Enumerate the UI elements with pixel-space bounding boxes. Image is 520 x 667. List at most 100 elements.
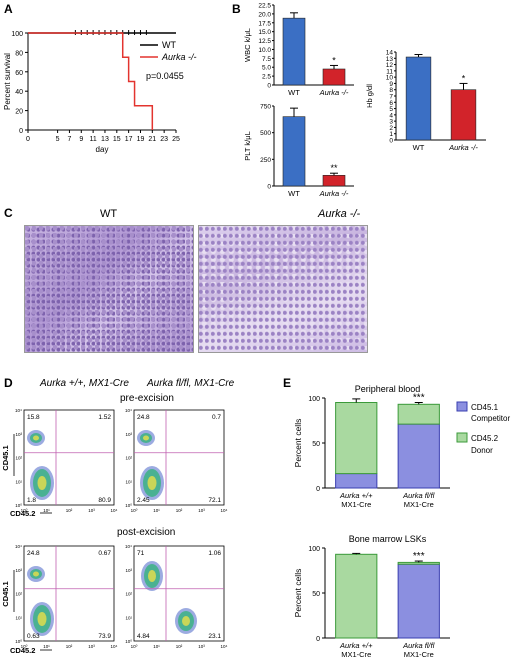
panel-letter-d: D — [4, 376, 13, 390]
y-tick-label: 10³ — [15, 568, 22, 573]
quadrant-bottom-left: 2.45 — [137, 497, 150, 504]
flow-pre-label: pre-excision — [120, 393, 174, 404]
quadrant-top-left: 71 — [137, 550, 145, 557]
y-tick-label: 10² — [125, 592, 132, 597]
legend-label-competitor: Competitor — [471, 414, 510, 423]
x-category-label: Aurka fl/fl — [402, 491, 435, 500]
x-tick-label: 10¹ — [43, 644, 50, 649]
quadrant-bottom-right: 80.9 — [98, 497, 111, 504]
cell-population-center — [143, 435, 149, 441]
quadrant-bottom-right: 23.1 — [208, 633, 221, 640]
x-tick-label: 10⁰ — [131, 508, 138, 513]
y-tick-label: 0 — [267, 184, 271, 191]
x-tick-label: 10⁰ — [131, 644, 138, 649]
y-tick-label: 2.5 — [262, 74, 271, 81]
cell-population-center — [33, 571, 39, 577]
x-tick-label: 7 — [67, 136, 71, 143]
y-tick-label: 10² — [15, 592, 22, 597]
y-tick-label: 9 — [389, 81, 393, 88]
flow-col2-label: Aurka fl/fl, MX1-Cre — [147, 378, 235, 389]
x-category-label: WT — [288, 189, 300, 198]
stacked-segment — [397, 563, 440, 639]
y-tick-label: 250 — [260, 157, 271, 164]
quadrant-top-right: 0.67 — [98, 550, 111, 557]
x-tick-label: 9 — [79, 136, 83, 143]
y-tick-label: 100 — [308, 396, 320, 403]
y-axis-label: Percent cells — [293, 569, 303, 618]
significance-label: * — [332, 55, 336, 65]
stacked-segment — [335, 553, 378, 639]
legend-label-0: WT — [162, 40, 176, 50]
x-category-label-2: MX1-Cre — [341, 650, 371, 659]
y-tick-label: 10² — [15, 456, 22, 461]
y-tick-label: 10⁰ — [15, 503, 22, 508]
quadrant-bottom-right: 73.9 — [98, 633, 111, 640]
x-tick-label: 23 — [160, 136, 168, 143]
y-tick-label: 11 — [386, 68, 393, 75]
x-category-label-2: MX1-Cre — [404, 650, 434, 659]
x-tick-label: 10² — [66, 644, 73, 649]
y-tick-label: 40 — [15, 89, 23, 96]
legend-swatch-competitor — [456, 401, 468, 412]
peripheral-blood-chart: Peripheral blood 0 50 100 Percent cells Aurka… — [293, 384, 510, 509]
y-tick-label: 0 — [389, 138, 393, 145]
x-tick-label: 19 — [137, 136, 145, 143]
y-tick-label: 0 — [267, 83, 271, 90]
x-category-label: Aurka fl/fl — [402, 641, 435, 650]
y-tick-label: 10⁰ — [15, 639, 22, 644]
x-tick-label: 10⁰ — [21, 508, 28, 513]
stacked-segment — [397, 403, 440, 425]
y-tick-label: 0 — [19, 128, 23, 135]
quadrant-bottom-left: 4.84 — [137, 633, 150, 640]
x-tick-label: 25 — [172, 136, 180, 143]
x-tick-label: 21 — [148, 136, 156, 143]
x-tick-label: 10¹ — [153, 644, 160, 649]
legend-swatch-donor — [456, 432, 468, 443]
legend-label-cd451: CD45.1 — [471, 403, 499, 412]
y-tick-label: 100 — [11, 31, 23, 38]
y-tick-label: 10¹ — [15, 615, 22, 620]
x-category-label: Aurka +/+ — [339, 641, 373, 650]
cell-population-center — [148, 570, 156, 582]
y-axis-label: CD45.1 — [1, 445, 10, 470]
x-tick-label: 10³ — [198, 644, 205, 649]
y-tick-label: 10¹ — [125, 615, 132, 620]
x-tick-label: 10⁴ — [111, 508, 118, 513]
y-tick-label: 100 — [308, 546, 320, 553]
wbc-bar-chart: 0 2.5 5.0 7.5 10.0 12.5 15.0 17.5 20.022.5 WBC k/… — [243, 3, 354, 97]
significance-label: *** — [413, 393, 425, 404]
x-tick-label: 10⁰ — [21, 644, 28, 649]
survival-line-1 — [28, 32, 154, 130]
x-tick-label: 10¹ — [43, 508, 50, 513]
x-category-label: Aurka -/- — [448, 143, 478, 152]
quadrant-bottom-left: 0.63 — [27, 633, 40, 640]
histology-label-wt: WT — [100, 208, 118, 220]
y-tick-label: 7 — [389, 94, 393, 101]
x-tick-label: 10⁴ — [221, 644, 228, 649]
cell-population-center — [37, 612, 47, 626]
panel-letter-a: A — [4, 2, 13, 16]
y-tick-label: 10² — [125, 456, 132, 461]
x-tick-label: 11 — [89, 136, 96, 143]
y-tick-label: 3 — [389, 119, 393, 126]
p-value-annotation: p=0.0455 — [146, 71, 184, 81]
y-tick-label: 10¹ — [15, 479, 22, 484]
y-tick-label: 4 — [389, 112, 393, 119]
cell-population-center — [33, 435, 39, 441]
cell-population-center — [182, 616, 190, 626]
chart-title: Peripheral blood — [355, 384, 421, 394]
y-tick-label: 15.0 — [258, 29, 271, 36]
histology-label-ko: Aurka -/- — [318, 208, 361, 220]
x-tick-label: 10¹ — [153, 508, 160, 513]
histology-image-wt — [24, 225, 194, 353]
y-tick-label: 10¹ — [125, 479, 132, 484]
y-tick-label: 5 — [389, 106, 393, 113]
y-tick-label: 60 — [15, 70, 23, 77]
y-axis-label: Percent survival — [3, 53, 12, 110]
y-tick-label: 12 — [386, 62, 394, 69]
legend-label-cd452: CD45.2 — [471, 434, 499, 443]
cell-population-center — [37, 476, 47, 490]
y-tick-label: 80 — [15, 50, 23, 57]
significance-label: ** — [330, 163, 338, 173]
